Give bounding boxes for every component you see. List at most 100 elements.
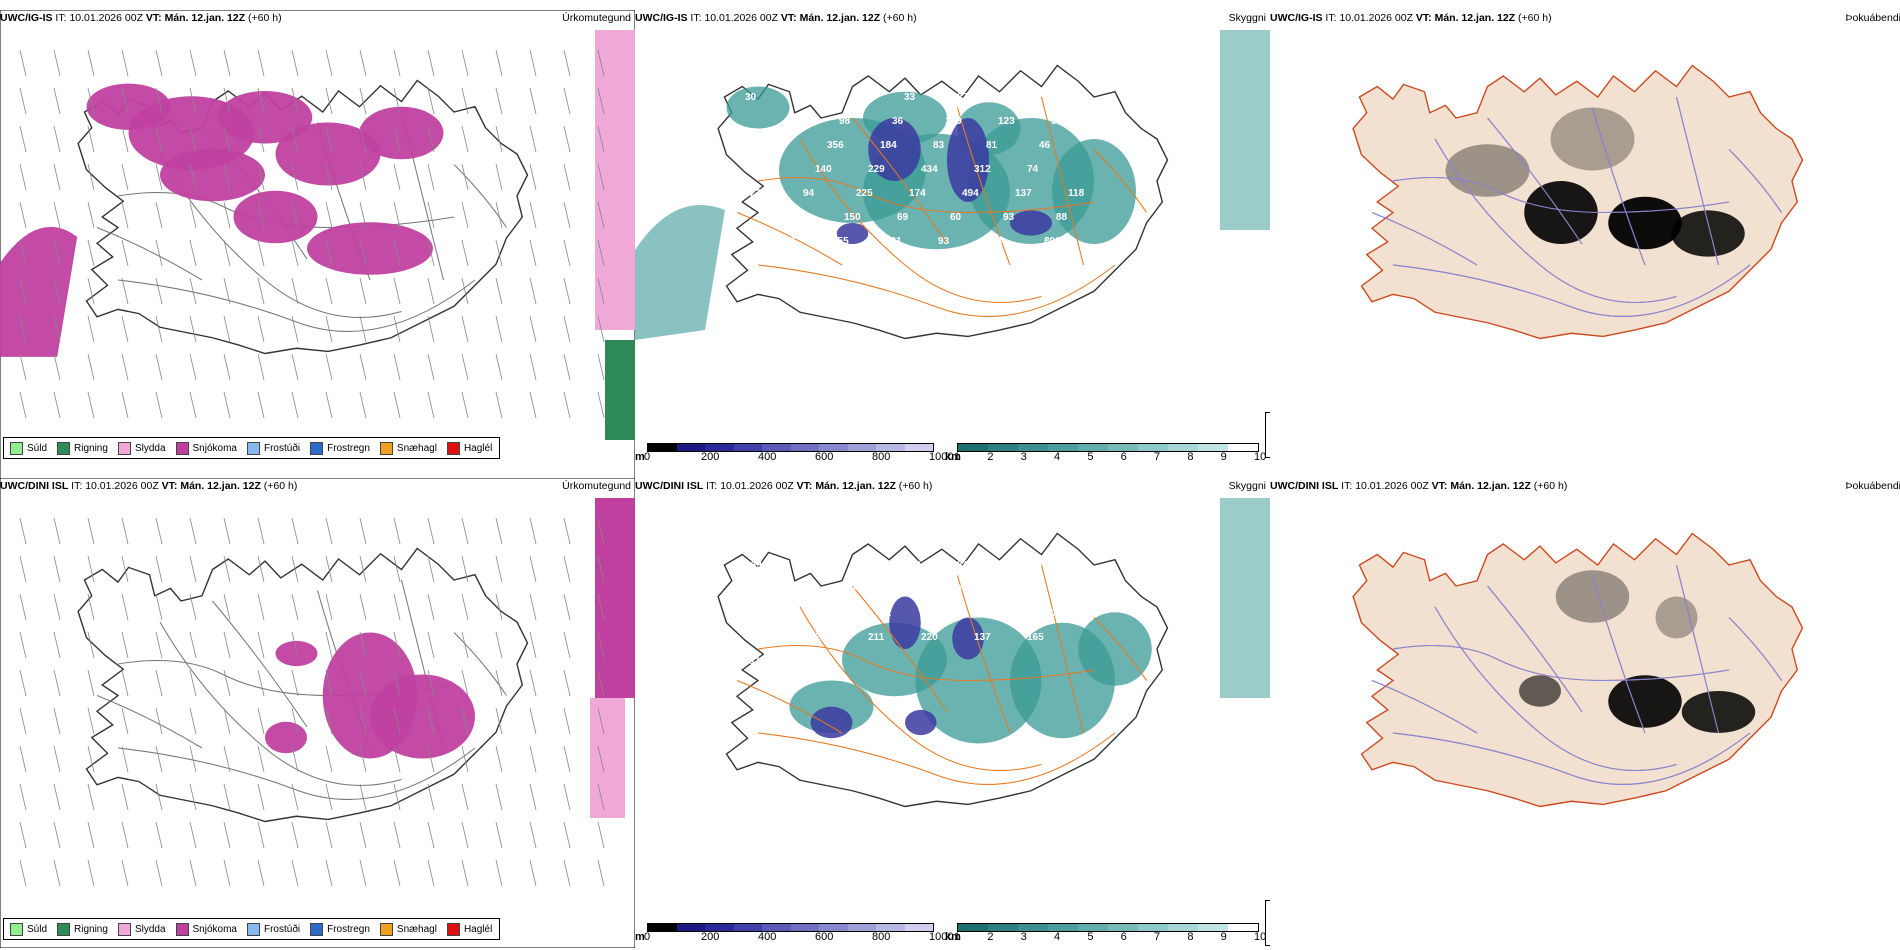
wind-barb (393, 315, 401, 343)
wind-barb (427, 353, 435, 381)
fog-index-area (1555, 570, 1630, 623)
colorbar-segment (705, 924, 734, 931)
wind-barb (427, 669, 435, 697)
wind-barb (189, 315, 197, 343)
wind-barb (257, 821, 265, 849)
wind-barb (597, 783, 605, 811)
snow-area (0, 226, 78, 357)
it-label: IT: (706, 480, 718, 492)
panel-title: UWC/IG-IS IT: 10.01.2026 00Z VT: Mán. 12… (0, 12, 282, 24)
wind-barb (121, 353, 129, 381)
wind-barb (87, 201, 95, 229)
road-line (1093, 617, 1147, 681)
legend-item: Haglél (446, 441, 492, 455)
wind-barb (359, 87, 367, 115)
river-line (1392, 177, 1730, 214)
wind-barb (427, 821, 435, 849)
wind-barb (19, 707, 27, 735)
ceiling-value-label: 69 (897, 212, 909, 223)
wind-barb (155, 745, 163, 773)
colorbar-segment (876, 444, 905, 451)
precip-type-legend: Súld Rigning Slydda Snjókoma Frostúði Frostre… (3, 437, 500, 459)
colorbar-segment (648, 924, 677, 931)
wind-barb (87, 517, 95, 545)
ceiling-value-label: 118 (1068, 188, 1085, 199)
colorbar-segment (676, 444, 705, 451)
wind-barb (53, 163, 61, 191)
legend-item: Frostregn (310, 922, 370, 936)
wind-barb (325, 163, 333, 191)
ceiling-value-label: 74 (1027, 164, 1039, 175)
fog-panel-top: UWC/IG-IS IT: 10.01.2026 00Z VT: Mán. 12… (1270, 10, 1900, 480)
iceland-landmass (77, 547, 529, 823)
road-line (1040, 564, 1085, 734)
wind-barb (155, 87, 163, 115)
wind-barb (121, 87, 129, 115)
wind-barb (257, 517, 265, 545)
wind-barb (189, 821, 197, 849)
vt-label: VT: (1415, 12, 1432, 24)
road-line (117, 279, 476, 332)
colorbar-segment (1018, 444, 1048, 451)
wind-barb (495, 315, 503, 343)
colorbar-tick-label: 5 (1087, 451, 1094, 463)
wind-barb (359, 517, 367, 545)
wind-barb (87, 353, 95, 381)
colorbar-segment (904, 444, 933, 451)
colorbar-tick-label: 0 (644, 451, 651, 463)
wind-barb (359, 353, 367, 381)
it-value: 10.01.2026 00Z (85, 480, 159, 492)
wind-barb (19, 201, 27, 229)
wind-barb (189, 49, 197, 77)
ceiling-value-label: 121 (885, 236, 902, 247)
legend-label: Snjókoma (192, 923, 237, 935)
wind-barb (19, 783, 27, 811)
model-name: UWC/IG-IS (0, 12, 53, 24)
model-name: UWC/IG-IS (635, 12, 688, 24)
wind-barb (461, 391, 469, 419)
wind-barb (393, 859, 401, 887)
ceiling-value-label: 115 (1010, 560, 1027, 571)
road-line (212, 600, 308, 728)
wind-barb (189, 555, 197, 583)
wind-barb (291, 353, 299, 381)
ceiling-value-label: 211 (868, 632, 885, 643)
colorbar-segment (762, 444, 791, 451)
ceiling-value-label: 140 (1039, 608, 1056, 619)
ceiling-value-label: 48 (1051, 584, 1063, 595)
wind-barb (155, 391, 163, 419)
colorbar-segment (1228, 444, 1258, 451)
colorbar-tick-label: 9 (1220, 451, 1227, 463)
wind-barb (597, 201, 605, 229)
wind-barb (291, 163, 299, 191)
colorbar-strip (647, 443, 934, 452)
wind-barb (359, 821, 367, 849)
ceiling-value-label: 129 (945, 116, 962, 127)
it-label: IT: (71, 480, 83, 492)
wind-barb (257, 669, 265, 697)
wind-barb (529, 87, 537, 115)
wind-barb (87, 669, 95, 697)
colorbar-tick-label: 1000 (929, 451, 954, 463)
wind-barb (427, 315, 435, 343)
colorbar-segment (1198, 924, 1228, 931)
wind-barb (461, 353, 469, 381)
wind-barb (495, 707, 503, 735)
ceiling-value-label: 94 (803, 188, 815, 199)
precip-type-legend: Súld Rigning Slydda Snjókoma Frostúði Frostre… (3, 918, 500, 940)
wind-barb (597, 277, 605, 305)
wind-barb (223, 49, 231, 77)
panel-variable-label: Úrkomutegund (562, 12, 631, 24)
low-ceiling-area (947, 118, 989, 202)
ceiling-value-label: 291 (1063, 92, 1080, 103)
wind-barb (155, 277, 163, 305)
wind-barb (427, 277, 435, 305)
colorbar-segment (762, 924, 791, 931)
wind-barb (393, 631, 401, 659)
colorbar-segment (1078, 924, 1108, 931)
wind-barb (495, 125, 503, 153)
wind-barb (291, 555, 299, 583)
ceiling-value-label: 449 (839, 584, 856, 595)
wind-barb (257, 593, 265, 621)
wind-barb (155, 555, 163, 583)
